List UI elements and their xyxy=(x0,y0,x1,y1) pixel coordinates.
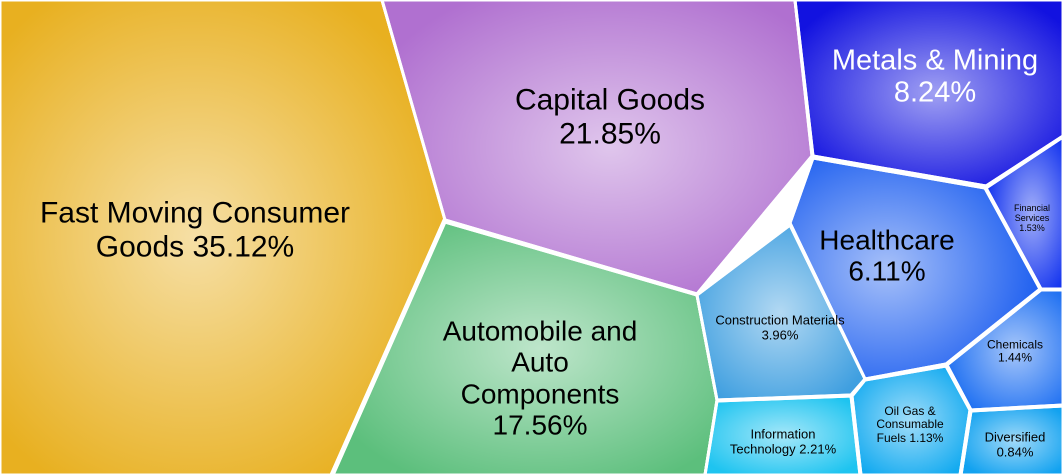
cell-label: Information Technology 2.21% xyxy=(718,427,848,456)
cell-shade xyxy=(703,394,862,475)
value-label: 0.84% xyxy=(996,444,1034,459)
value-label: 3.96% xyxy=(761,327,799,342)
value-label: 35.12% xyxy=(192,230,295,263)
category-name: Metals & Mining xyxy=(831,44,1039,77)
category-name: Oil Gas & Consumable Fuels xyxy=(876,403,944,445)
category-name: Diversified xyxy=(984,429,1046,445)
cell-label: Healthcare 6.11% xyxy=(812,225,962,288)
cell-shade xyxy=(0,0,447,475)
value-label: 6.11% xyxy=(848,256,926,287)
category-name: Chemicals xyxy=(986,337,1043,352)
category-name: Fast Moving Consumer Goods xyxy=(39,196,351,263)
category-name: Information Technology xyxy=(729,426,816,456)
value-label: 2.21% xyxy=(799,441,837,456)
value-label: 1.44% xyxy=(997,351,1033,365)
cell-label: Capital Goods 21.85% xyxy=(485,83,735,150)
value-label: 17.56% xyxy=(492,409,588,441)
value-label: 21.85% xyxy=(559,117,661,150)
cell-shade xyxy=(984,135,1063,291)
cell-label: Oil Gas & Consumable Fuels 1.13% xyxy=(863,403,958,445)
cell-label: Construction Materials 3.96% xyxy=(715,313,845,342)
category-name: Construction Materials xyxy=(715,312,845,328)
category-name: Financial Services xyxy=(1013,202,1051,223)
cell-label: Metals & Mining 8.24% xyxy=(820,45,1050,110)
value-label: 8.24% xyxy=(893,77,977,109)
cell-shade xyxy=(959,404,1063,475)
cell-label: Chemicals 1.44% xyxy=(975,337,1055,366)
cell-label: Financial Services 1.53% xyxy=(1002,203,1062,233)
cell-label: Automobile and Auto Components 17.56% xyxy=(435,315,645,440)
category-name: Automobile and Auto Components xyxy=(442,315,638,409)
category-name: Healthcare xyxy=(819,224,955,256)
cell-label: Diversified 0.84% xyxy=(975,430,1055,459)
value-label: 1.13% xyxy=(909,430,944,445)
cell-shade xyxy=(380,0,814,296)
cell-label: Fast Moving Consumer Goods 35.12% xyxy=(5,196,385,263)
category-name: Capital Goods xyxy=(514,83,706,117)
cell-shade xyxy=(850,364,972,475)
value-label: 1.53% xyxy=(1019,223,1045,234)
